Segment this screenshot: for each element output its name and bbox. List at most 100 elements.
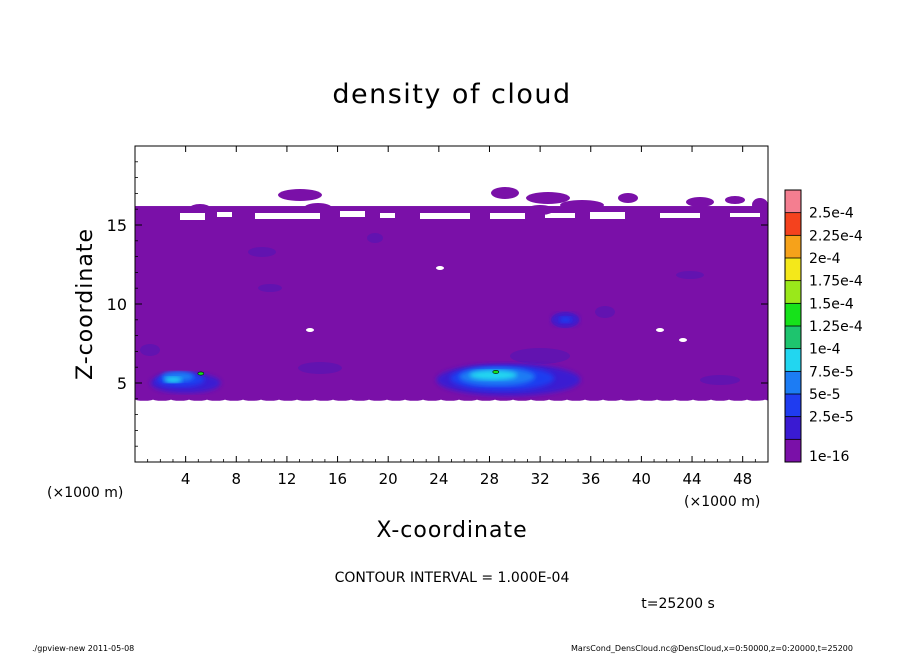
contour-interval-label: CONTOUR INTERVAL = 1.000E-04 (335, 570, 570, 586)
cloud-base-bump (512, 396, 532, 401)
cloud-top-gap (730, 213, 760, 217)
x-axis: 4 8 12 16 20 24 28 32 36 40 44 48 (147, 146, 756, 488)
colorbar-label: 5e-5 (809, 387, 840, 403)
colorbar-swatch (785, 258, 801, 281)
cloud-puff (526, 192, 570, 204)
cloud-base-bump (638, 396, 658, 401)
x-axis-label: X-coordinate (376, 518, 527, 543)
colorbar-label: 2e-4 (809, 251, 841, 267)
cloud-puff (752, 198, 768, 212)
cloud-density-contour (298, 362, 342, 374)
colorbar-label: 2.5e-5 (809, 410, 854, 426)
cloud-base-bump (296, 396, 316, 401)
cloud-puff (560, 200, 604, 210)
cloud-base-bump (260, 396, 280, 401)
footer-left: ./gpview-new 2011-05-08 (32, 644, 134, 653)
cloud-puff (304, 203, 332, 213)
colorbar-swatch (785, 394, 801, 417)
cloud-base-bump (692, 396, 712, 401)
y-tick-label: 5 (117, 374, 127, 393)
cloud-base-bump (458, 396, 478, 401)
cloud-base-bump (152, 396, 172, 401)
chart-title: density of cloud (332, 79, 571, 110)
colorbar-label: 1e-16 (809, 449, 849, 465)
cloud-gap (679, 338, 687, 342)
cloud-density-contour (140, 344, 160, 356)
x-tick-label: 16 (328, 470, 347, 488)
x-tick-label: 28 (480, 470, 499, 488)
cloud-puff (278, 189, 322, 201)
colorbar-swatch (785, 439, 801, 462)
cloud-top-gap (180, 213, 205, 220)
cloud-base-bump (656, 396, 676, 401)
contour-marker (197, 371, 205, 376)
cloud-gap (436, 266, 444, 270)
cloud-puff (725, 196, 745, 204)
cloud-base-bump (746, 396, 766, 401)
cloud-density-contour (367, 233, 383, 243)
x-tick-label: 24 (429, 470, 448, 488)
cloud-base-bump (224, 396, 244, 401)
cloud-density-contour (676, 271, 704, 279)
colorbar-label: 2.5e-4 (809, 206, 854, 222)
cloud-puff (686, 197, 714, 207)
cloud-top-gap (490, 213, 525, 219)
cloud-base-bump (242, 396, 262, 401)
colorbar: 1e-16 2.5e-5 5e-5 7.5e-5 1e-4 1.25e-4 1.5e-4 1.… (784, 189, 863, 465)
cloud-base-bump (314, 396, 334, 401)
cloud-gap (656, 328, 664, 332)
cloud-puff (618, 193, 638, 203)
time-label: t=25200 s (641, 596, 715, 612)
x-tick-label: 44 (682, 470, 701, 488)
colorbar-swatch (785, 280, 801, 304)
colorbar-swatch (785, 190, 801, 213)
cloud-base-bump (386, 396, 406, 401)
colorbar-label: 2.25e-4 (809, 228, 863, 244)
colorbar-swatch (785, 212, 801, 236)
y-axis-label: Z-coordinate (73, 228, 98, 380)
colorbar-label: 1.75e-4 (809, 274, 863, 290)
cloud-base-bump (278, 396, 298, 401)
footer-right: MarsCond_DensCloud.nc@DensCloud,x=0:5000… (571, 644, 853, 653)
cloud-top-gap (380, 213, 395, 218)
cloud-density-contour (258, 284, 282, 292)
cloud-puff (526, 205, 554, 215)
x-unit-label: (×1000 m) (684, 494, 760, 510)
cloud-base-bump (206, 396, 226, 401)
cloud-hotspot (559, 316, 572, 323)
cloud-base-bump (620, 396, 640, 401)
cloud-density-contour (595, 306, 615, 318)
colorbar-label: 1.25e-4 (809, 319, 863, 335)
x-tick-label: 40 (632, 470, 651, 488)
z-unit-label: (×1000 m) (47, 485, 123, 501)
cloud-base-bump (566, 396, 586, 401)
y-tick-label: 10 (107, 295, 127, 314)
colorbar-label: 1.5e-4 (809, 296, 854, 312)
cloud-layer (135, 206, 768, 399)
cloud-base-bump (368, 396, 388, 401)
cloud-base-bump (602, 396, 622, 401)
x-tick-label: 12 (277, 470, 296, 488)
cloud-top-gap (255, 213, 320, 219)
cloud-base-bump (728, 396, 748, 401)
x-tick-label: 32 (531, 470, 550, 488)
x-tick-label: 8 (232, 470, 242, 488)
cloud-hotspot (163, 376, 182, 383)
cloud-density-contour (248, 247, 276, 257)
plot-area (135, 187, 768, 401)
cloud-base-bump (674, 396, 694, 401)
cloud-base-bump (494, 396, 514, 401)
cloud-base-bump (422, 396, 442, 401)
cloud-top-gap (420, 213, 470, 219)
cloud-gap (306, 328, 314, 332)
cloud-base-bump (188, 396, 208, 401)
colorbar-swatch (785, 371, 801, 394)
cloud-base-bump (170, 396, 190, 401)
cloud-base-bump (440, 396, 460, 401)
cloud-base-bump (710, 396, 730, 401)
cloud-top-gap (340, 211, 365, 217)
colorbar-swatch (785, 303, 801, 326)
cloud-base-bump (530, 396, 550, 401)
x-tick-label: 4 (181, 470, 191, 488)
